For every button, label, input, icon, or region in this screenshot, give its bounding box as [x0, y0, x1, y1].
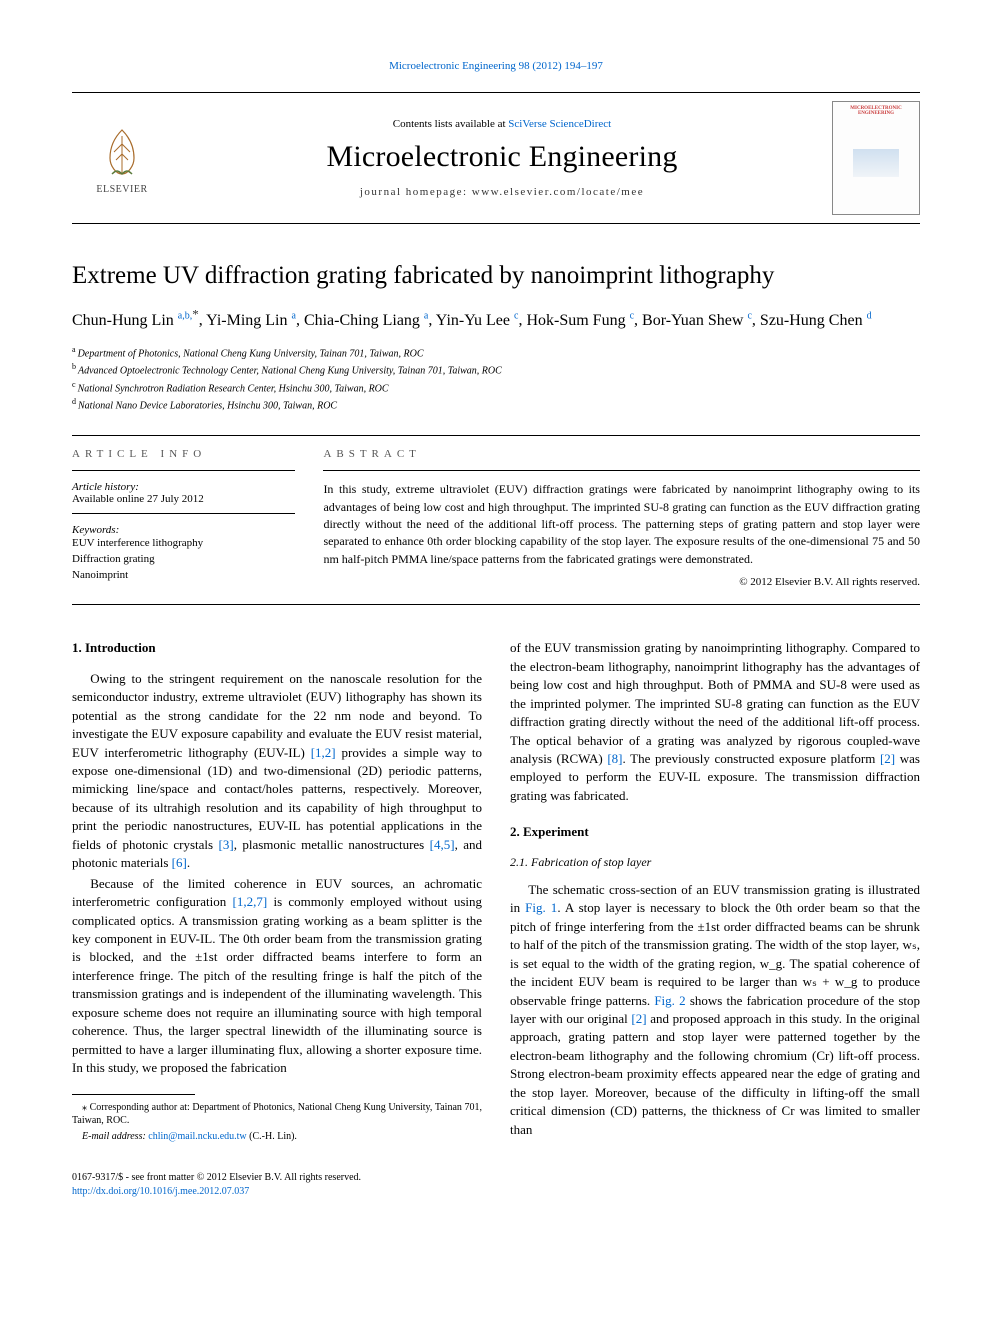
body-paragraph: Owing to the stringent requirement on th…: [72, 670, 482, 873]
citation-link[interactable]: [1,2]: [311, 745, 336, 760]
text-run: . The previously constructed exposure pl…: [623, 751, 880, 766]
author-affil-sup: a: [291, 310, 295, 321]
author-affil-sup: a,b,: [178, 310, 192, 321]
affiliation-key: b: [72, 362, 78, 371]
affiliations: a Department of Photonics, National Chen…: [72, 344, 920, 413]
body-two-column: 1. Introduction Owing to the stringent r…: [72, 639, 920, 1145]
homepage-prefix: journal homepage:: [360, 186, 472, 198]
corresponding-author: ⁎ Corresponding author at: Department of…: [72, 1101, 482, 1128]
author-affil-sup: d: [867, 310, 872, 321]
citation-top: Microelectronic Engineering 98 (2012) 19…: [72, 60, 920, 72]
citation-link[interactable]: [3]: [219, 837, 234, 852]
keyword: Nanoimprint: [72, 568, 295, 584]
journal-homepage: journal homepage: www.elsevier.com/locat…: [172, 186, 832, 198]
abstract-copyright: © 2012 Elsevier B.V. All rights reserved…: [323, 576, 920, 588]
doi-link[interactable]: http://dx.doi.org/10.1016/j.mee.2012.07.…: [72, 1186, 249, 1197]
journal-header: ELSEVIER Contents lists available at Sci…: [72, 92, 920, 224]
body-paragraph: of the EUV transmission grating by nanoi…: [510, 639, 920, 805]
corresponding-star-icon: *: [192, 306, 199, 321]
contents-line: Contents lists available at SciVerse Sci…: [172, 118, 832, 130]
text-run: . A stop layer is necessary to block the…: [510, 900, 920, 1007]
affiliation: c National Synchrotron Radiation Researc…: [72, 379, 920, 396]
article-title: Extreme UV diffraction grating fabricate…: [72, 260, 920, 291]
history-text: Available online 27 July 2012: [72, 493, 295, 505]
affiliation-key: d: [72, 397, 78, 406]
affiliation-key: a: [72, 345, 78, 354]
publisher-name: ELSEVIER: [96, 184, 147, 195]
text-run: is commonly employed without using compl…: [72, 894, 482, 1075]
author: Yin-Yu Lee c: [436, 312, 519, 329]
sciencedirect-link[interactable]: SciVerse ScienceDirect: [508, 118, 611, 130]
text-run: of the EUV transmission grating by nanoi…: [510, 640, 920, 766]
issn-line: 0167-9317/$ - see front matter © 2012 El…: [72, 1171, 920, 1185]
affiliation: d National Nano Device Laboratories, Hsi…: [72, 396, 920, 413]
text-run: provides a simple way to expose one-dime…: [72, 745, 482, 852]
author-affil-sup: c: [514, 310, 518, 321]
contents-prefix: Contents lists available at: [393, 118, 508, 130]
author-affil-sup: c: [747, 310, 751, 321]
citation-link[interactable]: [4,5]: [430, 837, 455, 852]
page-footer: 0167-9317/$ - see front matter © 2012 El…: [72, 1171, 920, 1198]
cover-title: MICROELECTRONIC ENGINEERING: [837, 106, 915, 116]
author: Szu-Hung Chen d: [760, 312, 872, 329]
journal-cover-thumbnail: MICROELECTRONIC ENGINEERING: [832, 101, 920, 215]
history-label: Article history:: [72, 481, 295, 493]
affiliation: b Advanced Optoelectronic Technology Cen…: [72, 361, 920, 378]
body-paragraph: Because of the limited coherence in EUV …: [72, 875, 482, 1078]
journal-name: Microelectronic Engineering: [172, 140, 832, 174]
email-label: E-mail address:: [82, 1131, 148, 1142]
text-run: , plasmonic metallic nanostructures: [234, 837, 430, 852]
citation-link[interactable]: [2]: [631, 1011, 646, 1026]
section-1-heading: 1. Introduction: [72, 639, 482, 657]
author: Chia-Ching Liang a: [304, 312, 428, 329]
affiliation: a Department of Photonics, National Chen…: [72, 344, 920, 361]
keyword: Diffraction grating: [72, 552, 295, 568]
author: Hok-Sum Fung c: [526, 312, 634, 329]
author: Bor-Yuan Shew c: [642, 312, 752, 329]
elsevier-tree-icon: [92, 122, 152, 182]
email-link[interactable]: chlin@mail.ncku.edu.tw: [148, 1131, 246, 1142]
article-info-column: article info Article history: Available …: [72, 436, 309, 604]
figure-link[interactable]: Fig. 1: [525, 900, 557, 915]
abstract-text: In this study, extreme ultraviolet (EUV)…: [323, 481, 920, 568]
section-2-heading: 2. Experiment: [510, 823, 920, 841]
abstract-heading: abstract: [323, 448, 920, 460]
section-2-1-heading: 2.1. Fabrication of stop layer: [510, 854, 920, 871]
email-line: E-mail address: chlin@mail.ncku.edu.tw (…: [72, 1130, 482, 1144]
keywords-label: Keywords:: [72, 524, 295, 536]
keywords-list: EUV interference lithographyDiffraction …: [72, 536, 295, 584]
footnote-rule: [72, 1094, 195, 1095]
citation-link[interactable]: [1,2,7]: [233, 894, 268, 909]
homepage-url[interactable]: www.elsevier.com/locate/mee: [472, 186, 644, 198]
keyword: EUV interference lithography: [72, 536, 295, 552]
author-affil-sup: a: [424, 310, 428, 321]
body-paragraph: The schematic cross-section of an EUV tr…: [510, 881, 920, 1139]
affiliation-key: c: [72, 380, 78, 389]
author: Chun-Hung Lin a,b,*: [72, 312, 199, 329]
abstract-column: abstract In this study, extreme ultravio…: [309, 436, 920, 604]
figure-link[interactable]: Fig. 2: [654, 993, 685, 1008]
author-affil-sup: c: [630, 310, 634, 321]
article-info-heading: article info: [72, 448, 295, 460]
text-run: and proposed approach in this study. In …: [510, 1011, 920, 1137]
email-suffix: (C.-H. Lin).: [247, 1131, 297, 1142]
citation-link[interactable]: [6]: [172, 855, 187, 870]
footnotes: ⁎ Corresponding author at: Department of…: [72, 1101, 482, 1144]
publisher-logo: ELSEVIER: [72, 122, 172, 195]
citation-link[interactable]: Microelectronic Engineering 98 (2012) 19…: [389, 60, 603, 72]
citation-link[interactable]: [8]: [607, 751, 622, 766]
text-run: .: [187, 855, 190, 870]
authors-list: Chun-Hung Lin a,b,*, Yi-Ming Lin a, Chia…: [72, 305, 920, 332]
citation-link[interactable]: [2]: [880, 751, 895, 766]
author: Yi-Ming Lin a: [206, 312, 296, 329]
